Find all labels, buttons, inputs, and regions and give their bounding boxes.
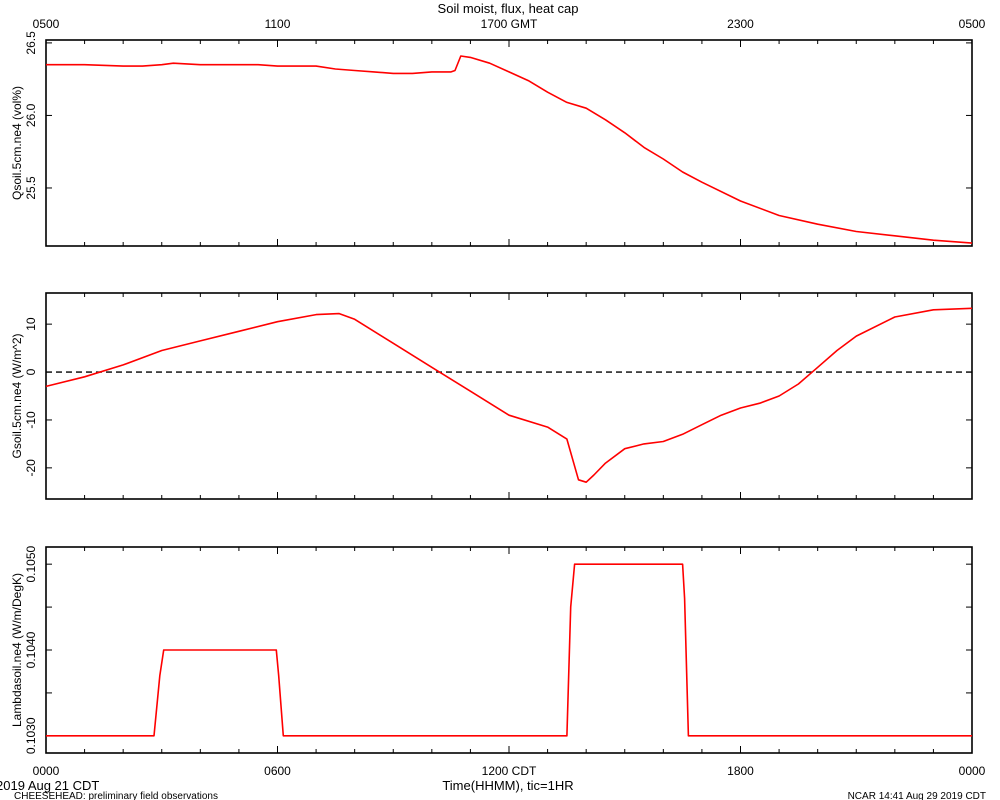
x-axis-label: Time(HHMM), tic=1HR bbox=[442, 778, 573, 793]
series-line bbox=[46, 563, 972, 737]
top-axis-tick-label: 2300 bbox=[727, 17, 754, 31]
y-tick-label: 25.5 bbox=[24, 176, 38, 200]
y-axis-title: Lambdasoil.ne4 (W/m/DegK) bbox=[10, 573, 24, 727]
footer-left: CHEESEHEAD: preliminary field observatio… bbox=[14, 791, 218, 800]
bottom-axis-tick-label: 1800 bbox=[727, 764, 754, 778]
plot-frame bbox=[45, 39, 973, 247]
plot-frame bbox=[45, 292, 973, 500]
chart-panel-1: 25.5 26.0 26.5 Qsoil.5cm.ne4 (vol%) bbox=[10, 31, 973, 247]
y-axis-title: Qsoil.5cm.ne4 (vol%) bbox=[10, 86, 24, 200]
chart-title: Soil moist, flux, heat cap bbox=[438, 1, 579, 16]
bottom-axis-tick-label: 1200 CDT bbox=[482, 764, 537, 778]
top-axis-tick-label: 0500 bbox=[33, 17, 60, 31]
y-tick-label: 0.1050 bbox=[24, 545, 38, 582]
y-tick-label: 26.5 bbox=[24, 31, 38, 55]
bottom-axis-tick-label: 0000 bbox=[33, 764, 60, 778]
y-tick-label: 10 bbox=[24, 317, 38, 331]
y-axis-title: Gsoil.5cm.ne4 (W/m^2) bbox=[10, 334, 24, 459]
top-time-axis: 0500 1100 1700 GMT 2300 0500 bbox=[33, 17, 986, 31]
y-tick-label: 26.0 bbox=[24, 103, 38, 127]
y-tick-label: 0.1040 bbox=[24, 631, 38, 668]
y-tick-label: 0 bbox=[24, 368, 38, 375]
series-line bbox=[46, 55, 973, 244]
bottom-axis-tick-label: 0600 bbox=[264, 764, 291, 778]
top-axis-tick-label: 1100 bbox=[265, 17, 291, 31]
top-axis-tick-label: 0500 bbox=[959, 17, 986, 31]
bottom-time-axis: 0000 0600 1200 CDT 1800 0000 bbox=[33, 764, 986, 778]
y-tick-label: -20 bbox=[24, 459, 38, 477]
y-tick-label: -10 bbox=[24, 411, 38, 429]
y-tick-label: 0.1030 bbox=[24, 717, 38, 754]
series-line bbox=[45, 307, 973, 484]
footer-right: NCAR 14:41 Aug 29 2019 CDT bbox=[848, 791, 986, 800]
top-axis-tick-label: 1700 GMT bbox=[481, 17, 538, 31]
date-label: 2019 Aug 21 CDT bbox=[0, 778, 99, 793]
chart-panels: 25.5 26.0 26.5 Qsoil.5cm.ne4 (vol%) -20 -10 0 1… bbox=[10, 31, 973, 754]
bottom-axis-tick-label: 0000 bbox=[959, 764, 986, 778]
